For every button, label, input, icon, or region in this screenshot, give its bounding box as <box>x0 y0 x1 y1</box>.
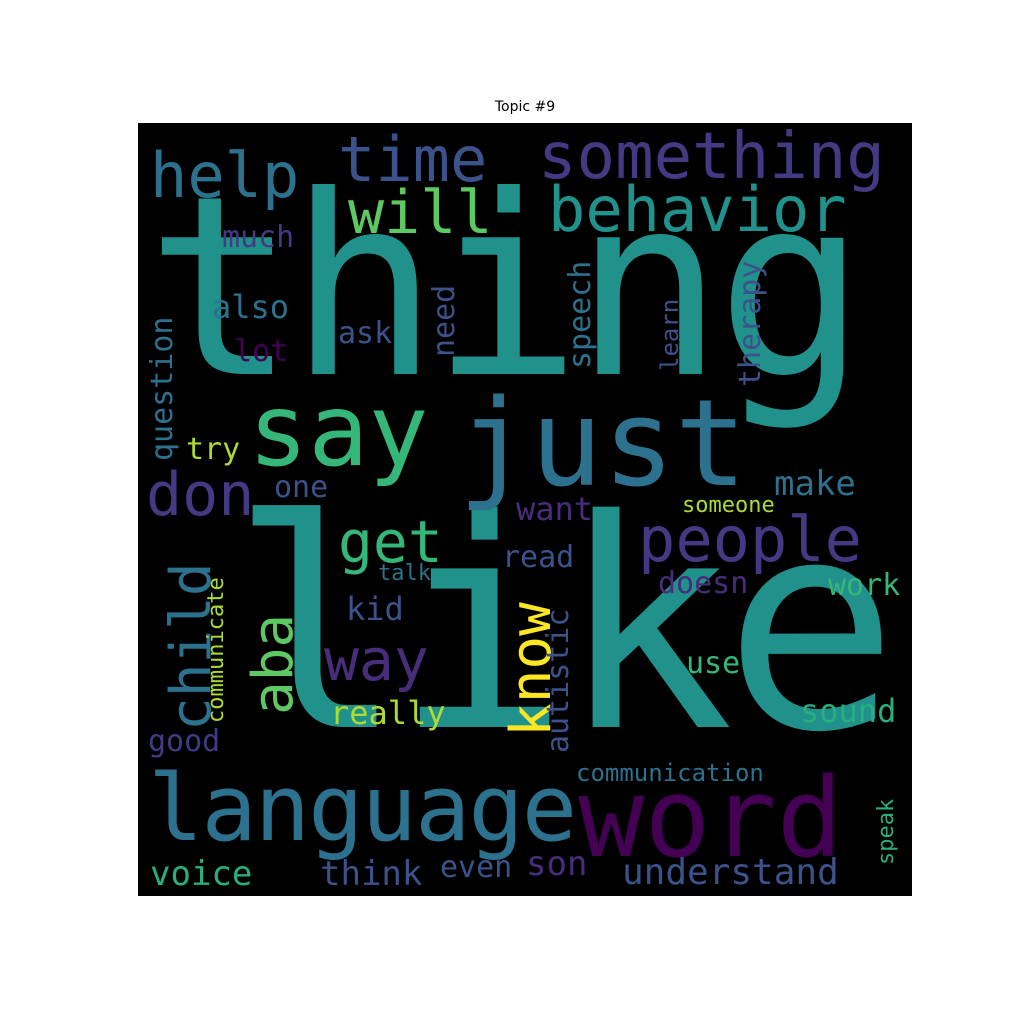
word-communication: communication <box>576 759 764 787</box>
word-son: son <box>526 844 588 884</box>
word-even: even <box>440 850 513 885</box>
word-ask: ask <box>338 316 393 351</box>
word-understand: understand <box>622 852 839 893</box>
word-kid: kid <box>346 590 404 628</box>
word-time: time <box>338 123 488 196</box>
word-speak: speak <box>874 798 899 865</box>
word-word: word <box>578 754 843 882</box>
word-people: people <box>638 503 862 576</box>
word-like: like <box>230 459 898 796</box>
word-use: use <box>686 646 741 681</box>
word-read: read <box>502 540 575 575</box>
word-thing: thing <box>146 142 867 433</box>
word-want: want <box>516 490 594 528</box>
word-aba: aba <box>241 613 306 715</box>
chart-title: Topic #9 <box>494 99 556 115</box>
word-just: just <box>458 375 747 514</box>
word-lot: lot <box>234 334 289 369</box>
word-communicate: communicate <box>204 577 229 723</box>
word-autistic: autistic <box>541 608 576 754</box>
word-need: need <box>427 284 462 357</box>
word-don: don <box>146 460 255 530</box>
word-help: help <box>150 139 300 212</box>
word-someone: someone <box>682 493 775 518</box>
word-behavior: behavior <box>548 173 847 246</box>
word-get: get <box>338 508 443 576</box>
word-one: one <box>274 470 329 505</box>
word-much: much <box>222 220 295 255</box>
word-question: question <box>145 316 180 462</box>
word-doesn: doesn <box>658 566 749 601</box>
word-cloud: thing like just say language word someth… <box>138 123 912 896</box>
word-language: language <box>148 755 577 862</box>
word-therapy: therapy <box>733 260 768 387</box>
word-make: make <box>774 464 856 504</box>
word-voice: voice <box>150 854 253 894</box>
word-really: really <box>330 694 446 732</box>
word-will: will <box>348 178 493 248</box>
word-think: think <box>320 854 423 894</box>
word-something: something <box>538 123 885 194</box>
word-good: good <box>148 724 221 759</box>
word-learn: learn <box>656 298 684 371</box>
word-speech: speech <box>563 260 598 369</box>
word-sound: sound <box>800 692 897 730</box>
word-say: say <box>248 372 429 489</box>
word-also: also <box>212 288 290 326</box>
word-try: try <box>186 432 241 467</box>
word-way: way <box>324 626 429 694</box>
word-talk: talk <box>378 561 431 586</box>
word-work: work <box>828 568 901 603</box>
